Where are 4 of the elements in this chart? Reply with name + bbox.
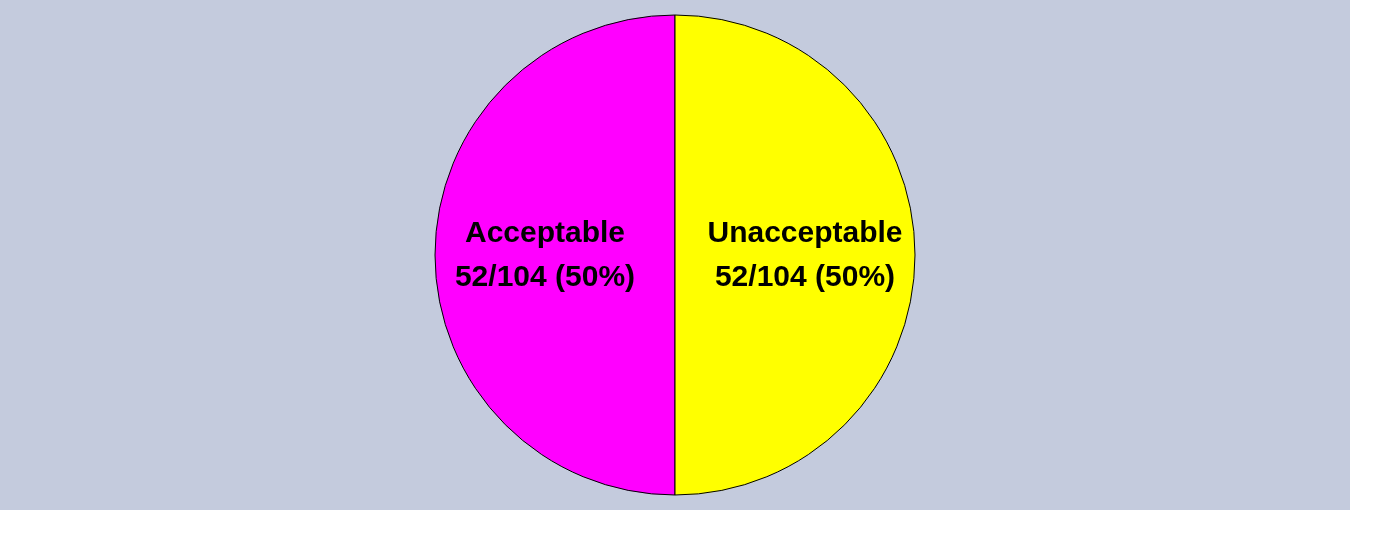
data-label: 52/104 (50%) [454,259,636,292]
slice-label: Acceptable [464,215,626,248]
slice-label: Unacceptable [707,215,903,248]
data-label: 52/104 (50%) [714,259,896,292]
